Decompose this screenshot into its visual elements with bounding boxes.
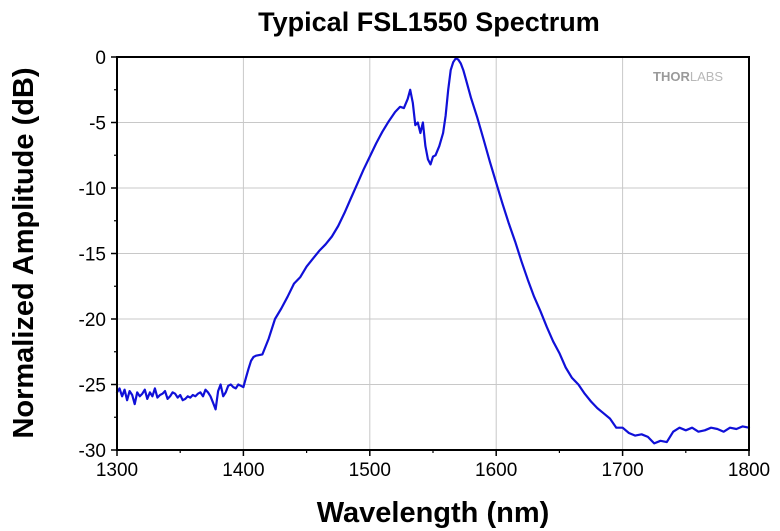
y-tick-label: -20 (79, 310, 106, 331)
x-tick-labels: 1300 1400 1500 1600 1700 1800 (96, 460, 770, 481)
y-axis-label: Normalized Amplitude (dB) (8, 67, 40, 438)
axis-ticks (111, 56, 750, 456)
y-tick-labels: 0 -5 -10 -15 -20 -25 -30 (79, 48, 106, 462)
x-tick-label: 1600 (475, 460, 517, 481)
x-tick-label: 1400 (222, 460, 264, 481)
x-tick-label: 1800 (728, 460, 770, 481)
x-tick-label: 1700 (601, 460, 643, 481)
thorlabs-logo: THORLABS (647, 64, 743, 88)
y-tick-label: -15 (79, 245, 106, 266)
y-tick-label: 0 (95, 48, 106, 69)
x-tick-label: 1500 (349, 460, 391, 481)
logo-background (647, 64, 743, 88)
series-line-0 (115, 57, 751, 445)
logo-text: THORLABS (653, 69, 723, 84)
logo-main: THOR (653, 69, 690, 84)
x-axis-label: Wavelength (nm) (317, 497, 550, 529)
y-tick-label: -30 (79, 441, 106, 462)
y-tick-label: -10 (79, 179, 106, 200)
y-tick-label: -25 (79, 376, 106, 397)
grid (117, 57, 749, 450)
chart-title: Typical FSL1550 Spectrum (258, 7, 600, 37)
series-layer (115, 57, 751, 445)
y-tick-label: -5 (89, 114, 106, 135)
logo-sub: LABS (690, 69, 724, 84)
x-tick-label: 1300 (96, 460, 138, 481)
